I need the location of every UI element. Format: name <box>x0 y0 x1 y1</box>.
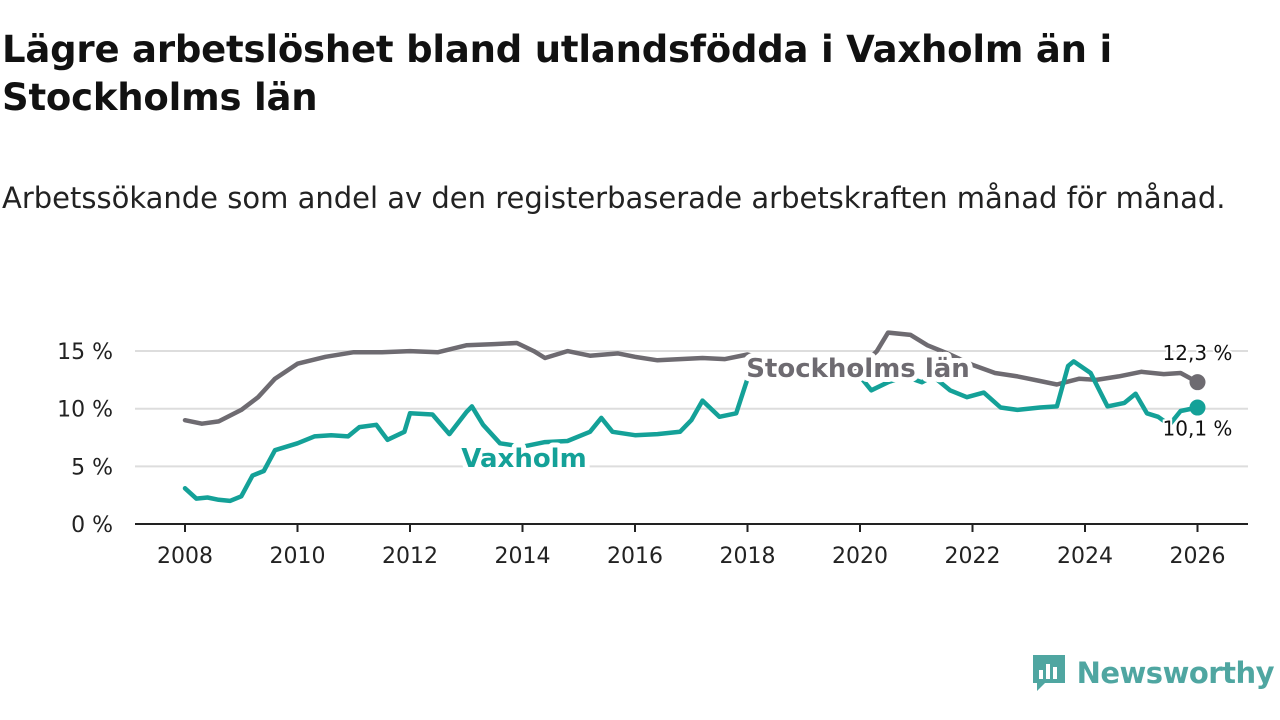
vaxholm-end-label: 10,1 % <box>1163 417 1233 441</box>
newsworthy-logo: Newsworthy <box>1031 652 1275 694</box>
newsworthy-chart-icon <box>1032 655 1065 691</box>
line-chart: 0 % 5 % 10 % 15 % 2008 2010 2012 2014 2016 2018 20… <box>57 330 1248 569</box>
y-tick-label: 0 % <box>71 513 113 538</box>
vaxholm-line <box>182 359 1200 504</box>
y-tick-label: 15 % <box>57 340 113 365</box>
y-tick-label: 10 % <box>57 398 113 423</box>
chart-title: Lägre arbetslöshet bland utlandsfödda i … <box>2 28 1112 119</box>
x-tick-label: 2012 <box>382 544 438 569</box>
y-tick-label: 5 % <box>71 455 113 480</box>
x-tick-label: 2008 <box>157 544 213 569</box>
stockholms-lan-end-label: 12,3 % <box>1163 341 1233 365</box>
stockholms-lan-series-label: Stockholms län <box>746 354 970 384</box>
stockholms-lan-end-point <box>1189 374 1206 391</box>
vaxholm-series-label: Vaxholm <box>461 444 586 474</box>
x-tick-label: 2020 <box>832 544 888 569</box>
x-tick-label: 2024 <box>1057 544 1113 569</box>
x-tick-label: 2016 <box>607 544 663 569</box>
x-tick-label: 2014 <box>495 544 551 569</box>
logo-text: Newsworthy <box>1076 656 1275 690</box>
x-tick-label: 2018 <box>720 544 776 569</box>
vaxholm-end-point <box>1189 399 1206 416</box>
stockholms-lan-line <box>182 330 1200 426</box>
x-tick-label: 2022 <box>945 544 1001 569</box>
x-tick-label: 2026 <box>1170 544 1226 569</box>
chart-subtitle: Arbetssökande som andel av den registerb… <box>2 181 1226 215</box>
x-tick-label: 2010 <box>270 544 326 569</box>
